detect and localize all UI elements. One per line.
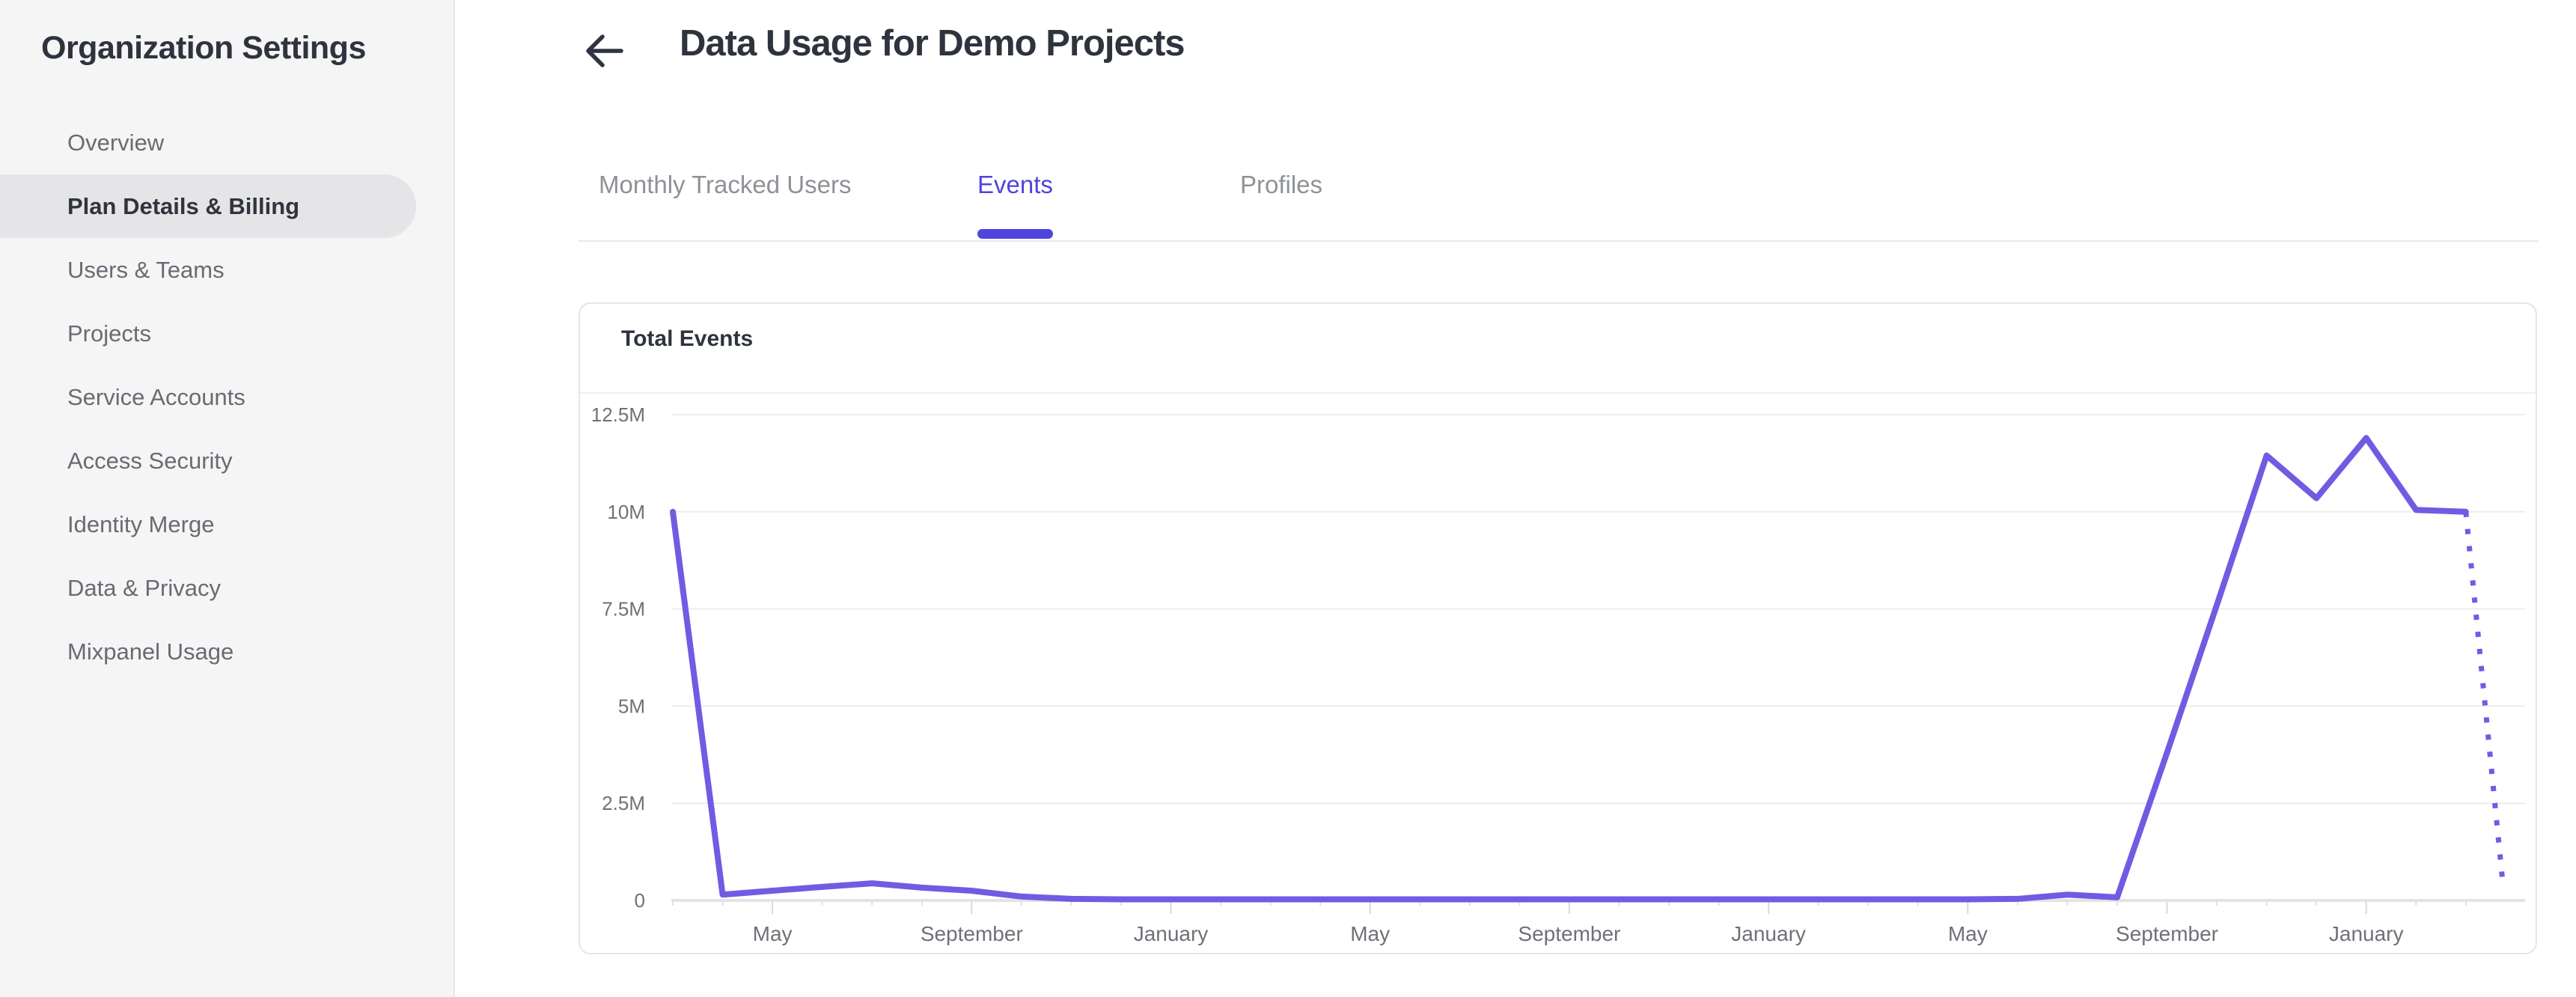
tabs-bottom-border [579, 240, 2539, 242]
tab-events[interactable]: Events [977, 168, 1053, 239]
y-axis-label: 12.5M [591, 403, 645, 426]
y-axis-label: 10M [607, 501, 645, 523]
page-title: Data Usage for Demo Projects [680, 23, 1185, 64]
x-axis-label: May [1948, 922, 1988, 945]
total-events-card: Total Events 12.5M 10M 7.5M 5M 2.5M 0 May Septe… [579, 302, 2537, 954]
left-arrow-icon [586, 34, 623, 67]
x-axis-label: May [753, 922, 793, 945]
sidebar-item-data-privacy[interactable]: Data & Privacy [67, 574, 222, 601]
x-axis-label: January [2329, 922, 2404, 945]
tab-profiles[interactable]: Profiles [1240, 171, 1323, 198]
sidebar-item-projects[interactable]: Projects [67, 320, 151, 347]
sidebar-item-identity-merge[interactable]: Identity Merge [67, 510, 215, 537]
chart-title: Total Events [621, 326, 754, 351]
total-events-line [670, 435, 2469, 903]
back-button[interactable] [582, 28, 627, 73]
sidebar-item-plan-details-billing[interactable]: Plan Details & Billing [0, 174, 416, 238]
x-axis-label: September [921, 922, 1023, 945]
tab-monthly-tracked-users[interactable]: Monthly Tracked Users [599, 171, 852, 198]
events-usage-chart[interactable]: 12.5M 10M 7.5M 5M 2.5M 0 May September January Ma… [579, 302, 2537, 954]
y-axis-label: 2.5M [602, 792, 645, 814]
sidebar-item-users-teams[interactable]: Users & Teams [67, 256, 225, 283]
sidebar-item-overview[interactable]: Overview [67, 129, 165, 156]
sidebar-nav: Overview Plan Details & Billing Users & … [0, 111, 454, 683]
sidebar-title: Organization Settings [41, 30, 366, 66]
x-axis-label: September [2116, 922, 2218, 945]
organization-settings-sidebar: Organization Settings Overview Plan Deta… [0, 0, 455, 997]
sidebar-item-mixpanel-usage[interactable]: Mixpanel Usage [67, 638, 234, 665]
sidebar-item-access-security[interactable]: Access Security [67, 447, 233, 474]
projection-dotted-line [2463, 511, 2506, 888]
y-axis-label: 0 [635, 889, 645, 912]
sidebar-item-service-accounts[interactable]: Service Accounts [67, 383, 245, 410]
y-axis-label: 5M [618, 695, 645, 717]
x-axis-label: January [1731, 922, 1806, 945]
y-axis-label: 7.5M [602, 598, 645, 621]
x-axis-label: May [1350, 922, 1390, 945]
card-header-divider [580, 392, 2536, 394]
x-axis-label: January [1134, 922, 1209, 945]
x-axis-label: September [1518, 922, 1620, 945]
